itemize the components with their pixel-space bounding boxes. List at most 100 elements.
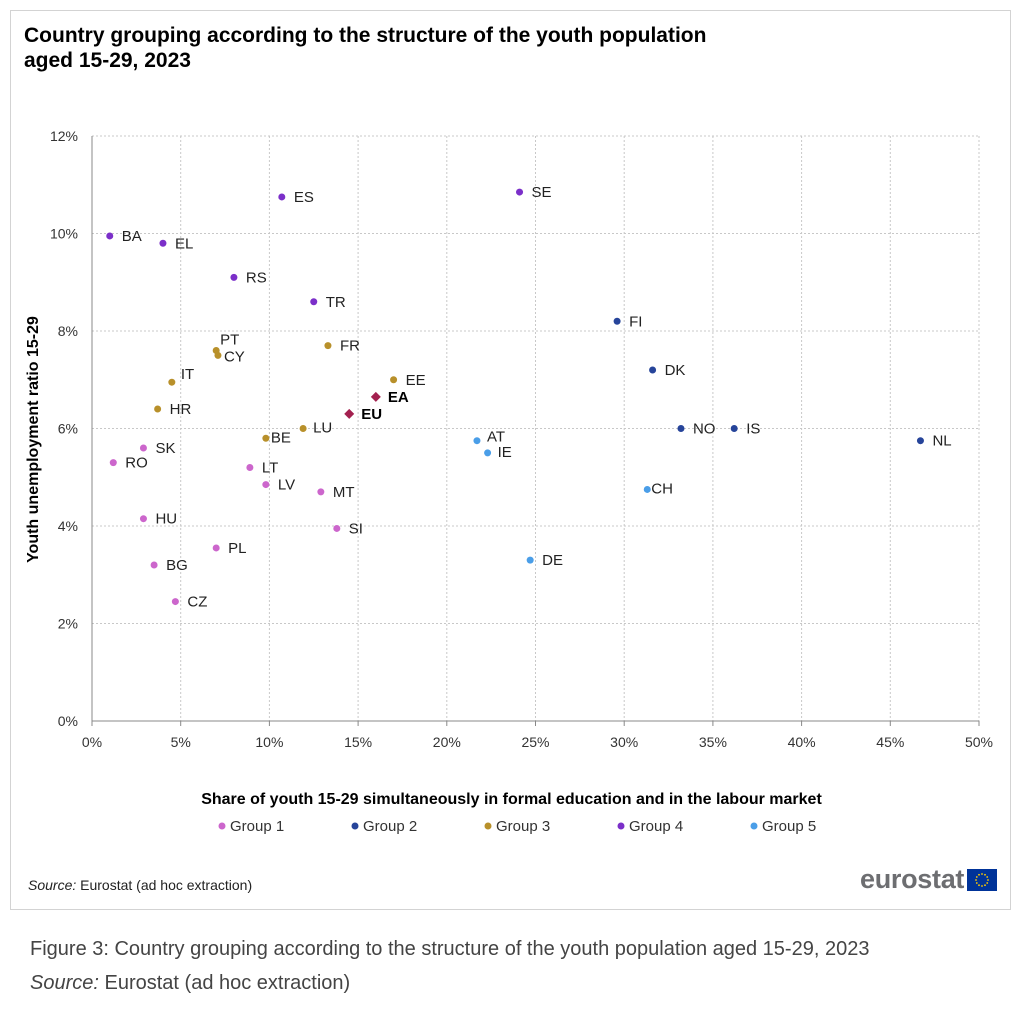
data-label: BG — [166, 557, 188, 574]
data-point — [613, 317, 621, 325]
data-point — [150, 561, 158, 569]
data-point — [262, 434, 270, 442]
data-label: BA — [122, 228, 142, 245]
data-point — [171, 598, 179, 606]
data-label: LV — [278, 477, 295, 494]
y-tick-label: 0% — [58, 713, 78, 729]
data-label: PL — [228, 540, 246, 557]
y-tick-label: 6% — [58, 421, 78, 437]
data-point — [262, 481, 270, 489]
aggregate-label: EA — [388, 389, 409, 406]
x-tick-label: 5% — [171, 734, 191, 750]
source-label: Source: — [28, 877, 77, 893]
chart-panel: Country grouping according to the struct… — [10, 10, 1011, 910]
data-point — [526, 556, 534, 564]
data-label: RO — [125, 455, 147, 472]
data-point — [730, 425, 738, 432]
logo-text: eurostat — [860, 864, 965, 894]
data-point — [139, 515, 147, 523]
data-point — [643, 485, 651, 493]
data-point — [390, 376, 398, 384]
data-label: EE — [406, 372, 426, 389]
data-label: RS — [246, 269, 267, 286]
y-tick-label: 12% — [50, 128, 78, 144]
x-tick-label: 50% — [965, 734, 993, 750]
caption-text: Figure 3: Country grouping according to … — [30, 938, 870, 960]
legend-marker — [617, 822, 625, 830]
legend-marker — [750, 822, 758, 830]
chart-source: Source: Eurostat (ad hoc extraction) — [28, 877, 252, 893]
data-label: IT — [181, 366, 194, 383]
data-label: CZ — [187, 594, 207, 611]
data-point — [916, 437, 924, 445]
data-label: PT — [220, 332, 239, 349]
data-label: SE — [532, 184, 552, 201]
data-label: IS — [746, 421, 760, 438]
data-point — [246, 464, 254, 471]
legend-marker — [351, 822, 359, 830]
x-tick-label: 15% — [344, 734, 372, 750]
caption-source: Source: Eurostat (ad hoc extraction) — [30, 966, 869, 1000]
data-label: TR — [326, 294, 346, 311]
data-point — [278, 193, 286, 201]
data-point — [324, 342, 332, 350]
y-tick-label: 10% — [50, 226, 78, 242]
x-tick-label: 40% — [788, 734, 816, 750]
data-point — [333, 524, 341, 532]
data-label: NL — [932, 433, 951, 450]
data-point — [230, 273, 238, 281]
data-label: NO — [693, 421, 716, 438]
eu-flag-icon — [967, 868, 998, 891]
data-label: AT — [487, 429, 505, 446]
x-tick-label: 20% — [433, 734, 461, 750]
caption-source-text: Eurostat (ad hoc extraction) — [98, 972, 351, 994]
data-point — [168, 378, 176, 386]
data-label: ES — [294, 189, 314, 206]
data-label: EL — [175, 235, 193, 252]
x-tick-label: 0% — [82, 734, 102, 750]
y-axis-label: Youth unemployment ratio 15-29 — [25, 316, 42, 563]
data-point — [677, 425, 685, 432]
legend-label: Group 3 — [496, 818, 550, 835]
caption-source-label: Source: — [30, 972, 99, 994]
legend-label: Group 5 — [762, 818, 816, 835]
y-tick-label: 4% — [58, 518, 78, 534]
data-label: LU — [313, 420, 332, 437]
y-tick-label: 2% — [58, 616, 78, 632]
legend-marker — [218, 822, 226, 830]
x-tick-label: 30% — [610, 734, 638, 750]
data-label: BE — [271, 429, 291, 446]
data-point — [139, 444, 147, 452]
scatter-plot: 0% 2% 4% 6% 8% 10% 12% 0% 5% 10% 15% 20% 25% 30% 35% 40… — [25, 128, 993, 835]
data-point — [299, 425, 307, 432]
legend-marker — [484, 822, 492, 830]
x-tick-label: 45% — [876, 734, 904, 750]
data-point — [484, 449, 492, 457]
legend-label: Group 4 — [629, 818, 683, 835]
data-point — [212, 544, 220, 552]
data-label: SK — [155, 440, 175, 457]
data-label: SI — [349, 520, 363, 537]
data-label: FR — [340, 338, 360, 355]
data-point — [649, 366, 657, 374]
data-point — [109, 459, 117, 467]
data-label: HR — [170, 401, 192, 418]
figure-caption: Figure 3: Country grouping according to … — [30, 932, 869, 1000]
source-text: Eurostat (ad hoc extraction) — [76, 877, 253, 893]
aggregate-label: EU — [361, 406, 382, 423]
data-point — [516, 188, 524, 196]
y-tick-label: 8% — [58, 323, 78, 339]
data-label: HU — [155, 511, 177, 528]
data-label: IE — [498, 444, 512, 461]
data-point — [214, 351, 222, 359]
x-tick-label: 10% — [255, 734, 283, 750]
data-point — [317, 488, 325, 496]
data-label: FI — [629, 313, 642, 330]
data-label: CH — [651, 480, 673, 497]
aggregate-point — [344, 408, 355, 419]
data-label: DK — [665, 362, 686, 379]
legend-label: Group 2 — [363, 818, 417, 835]
data-label: CY — [224, 348, 245, 365]
aggregate-point — [370, 391, 381, 402]
data-point — [106, 232, 114, 240]
